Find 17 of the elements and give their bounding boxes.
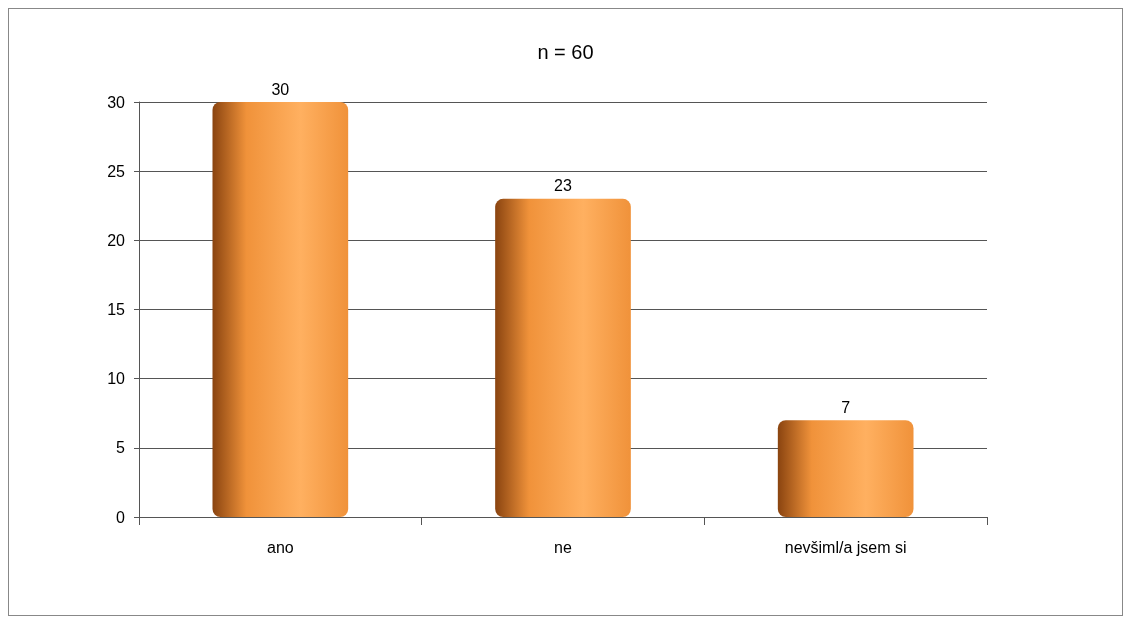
- x-tick-label: ne: [554, 538, 572, 556]
- y-tick-label: 0: [116, 508, 126, 526]
- y-tick-label: 15: [107, 301, 126, 318]
- x-tick-label: nevšiml/a jsem si: [784, 538, 907, 556]
- data-label: 30: [271, 80, 290, 98]
- data-label: 7: [841, 398, 851, 416]
- y-tick-label: 25: [107, 162, 126, 180]
- y-tick-label: 10: [107, 370, 126, 388]
- x-tick-label: ano: [266, 538, 294, 556]
- bar: [495, 198, 631, 517]
- data-label: 23: [554, 177, 572, 195]
- y-tick-label: 5: [116, 439, 126, 457]
- bar: [212, 102, 349, 517]
- y-tick-label: 30: [107, 93, 126, 111]
- y-tick-label: 20: [107, 231, 126, 249]
- bar: [777, 420, 914, 517]
- chart-title: n = 60: [537, 41, 594, 63]
